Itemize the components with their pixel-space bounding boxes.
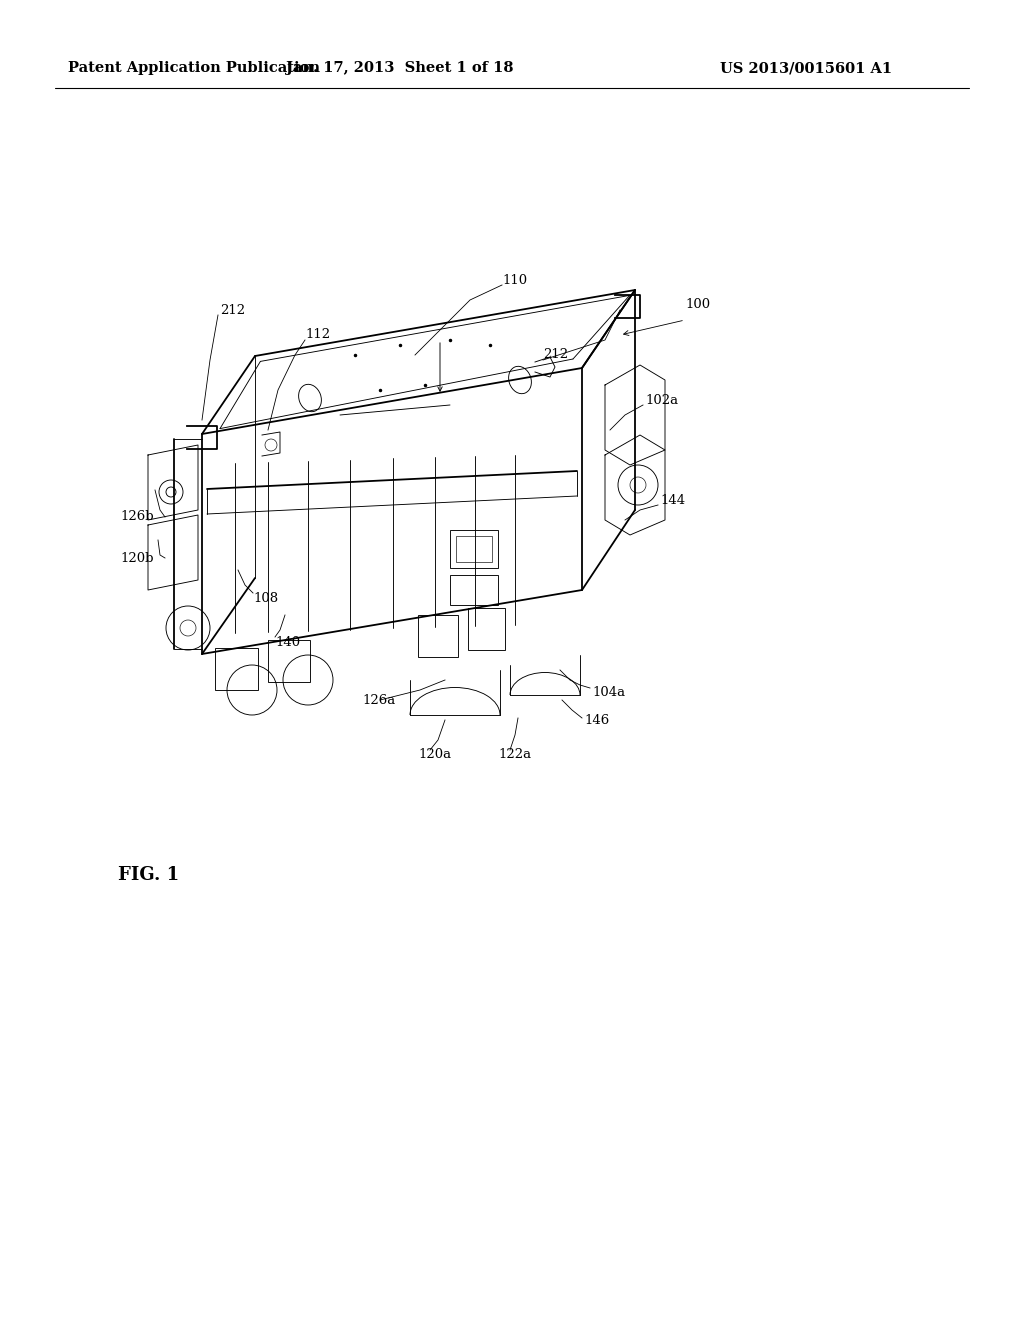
Text: 146: 146	[584, 714, 609, 726]
Bar	[418, 615, 458, 657]
Text: 110: 110	[502, 273, 527, 286]
Text: 212: 212	[543, 348, 568, 362]
Text: 108: 108	[253, 591, 279, 605]
Text: US 2013/0015601 A1: US 2013/0015601 A1	[720, 61, 892, 75]
Text: 126b: 126b	[120, 511, 154, 524]
Text: 212: 212	[220, 304, 245, 317]
Text: 144: 144	[660, 494, 685, 507]
Text: 100: 100	[685, 298, 710, 312]
Text: 126a: 126a	[362, 693, 395, 706]
Bar	[450, 576, 498, 605]
Text: 102a: 102a	[645, 393, 678, 407]
Text: 120b: 120b	[120, 552, 154, 565]
Text: 122a: 122a	[498, 748, 531, 762]
Text: 120a: 120a	[418, 748, 452, 762]
Bar	[215, 648, 258, 690]
Text: 140: 140	[275, 635, 300, 648]
Bar	[450, 531, 498, 568]
Text: FIG. 1: FIG. 1	[118, 866, 179, 884]
Text: Patent Application Publication: Patent Application Publication	[68, 61, 319, 75]
Bar	[456, 536, 492, 562]
Bar	[268, 640, 310, 682]
Bar	[468, 609, 505, 649]
Text: 104a: 104a	[592, 686, 625, 700]
Text: Jan. 17, 2013  Sheet 1 of 18: Jan. 17, 2013 Sheet 1 of 18	[287, 61, 514, 75]
Text: 112: 112	[305, 329, 330, 342]
